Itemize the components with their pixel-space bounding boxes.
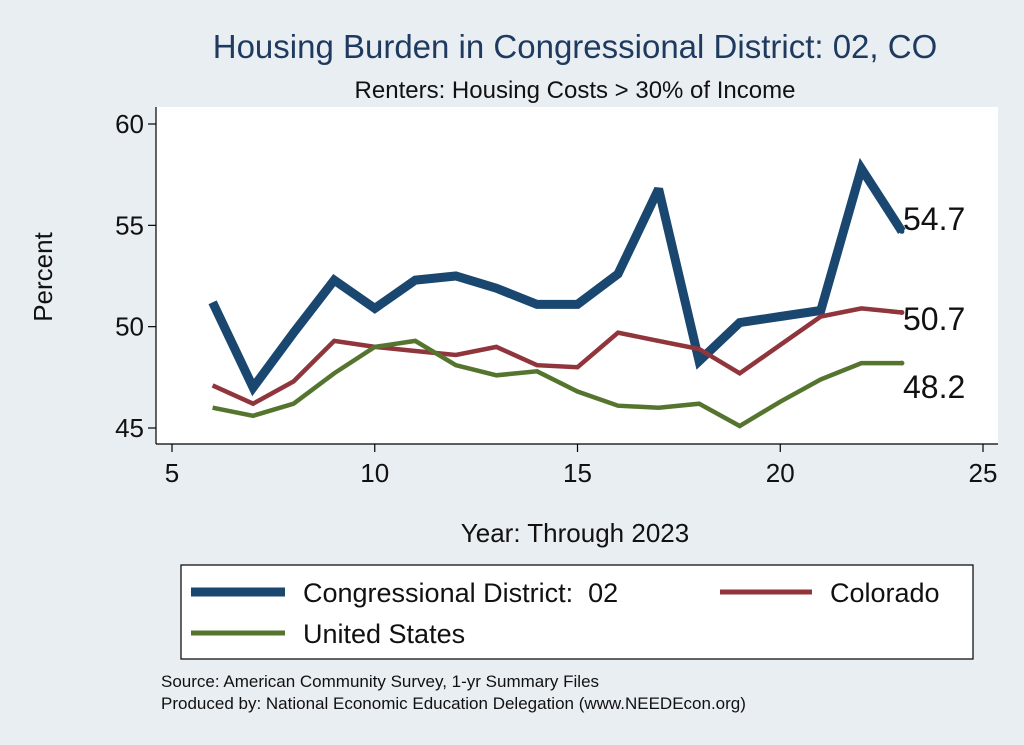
x-tick-label-25: 25 [969, 458, 998, 488]
source-note: Source: American Community Survey, 1-yr … [161, 672, 599, 691]
series-line-colorado [211, 306, 903, 407]
chart-subtitle: Renters: Housing Costs > 30% of Income [355, 77, 796, 104]
series-line-united-states [212, 338, 902, 429]
x-tick-label-15: 15 [563, 458, 592, 488]
series-lines [208, 157, 906, 429]
y-tick-label-50: 50 [115, 312, 144, 342]
series-end-point-congressional-district-02 [899, 228, 905, 234]
series-end-point-united-states [899, 360, 905, 366]
end-labels: 54.7 50.7 48.2 [903, 201, 965, 405]
y-axis-ticks: 45 50 55 60 [115, 109, 156, 443]
x-axis-label: Year: Through 2023 [461, 518, 689, 548]
produced-by-note: Produced by: National Economic Education… [161, 694, 746, 713]
legend-label-united-states: United States [303, 619, 465, 649]
y-tick-label-55: 55 [115, 210, 144, 240]
plot-area [156, 107, 998, 444]
end-label-colorado: 50.7 [903, 301, 965, 337]
end-label-united-states: 48.2 [903, 369, 965, 405]
y-tick-label-45: 45 [115, 413, 144, 443]
end-label-congressional-district-02: 54.7 [903, 201, 965, 237]
y-tick-label-60: 60 [115, 109, 144, 139]
legend-box [180, 564, 974, 660]
legend: Congressional District: 02 Colorado United… [191, 578, 940, 649]
series-line-congressional-district-02 [208, 157, 906, 397]
legend-label-congressional-district-02: Congressional District: 02 [303, 578, 618, 608]
x-tick-label-10: 10 [360, 458, 389, 488]
x-axis-ticks: 5 10 15 20 25 [165, 444, 998, 488]
x-tick-label-5: 5 [165, 458, 179, 488]
x-tick-label-20: 20 [766, 458, 795, 488]
chart-title: Housing Burden in Congressional District… [213, 28, 938, 65]
y-axis-label: Percent [28, 231, 58, 321]
legend-label-colorado: Colorado [830, 578, 940, 608]
series-end-point-colorado [899, 309, 905, 315]
